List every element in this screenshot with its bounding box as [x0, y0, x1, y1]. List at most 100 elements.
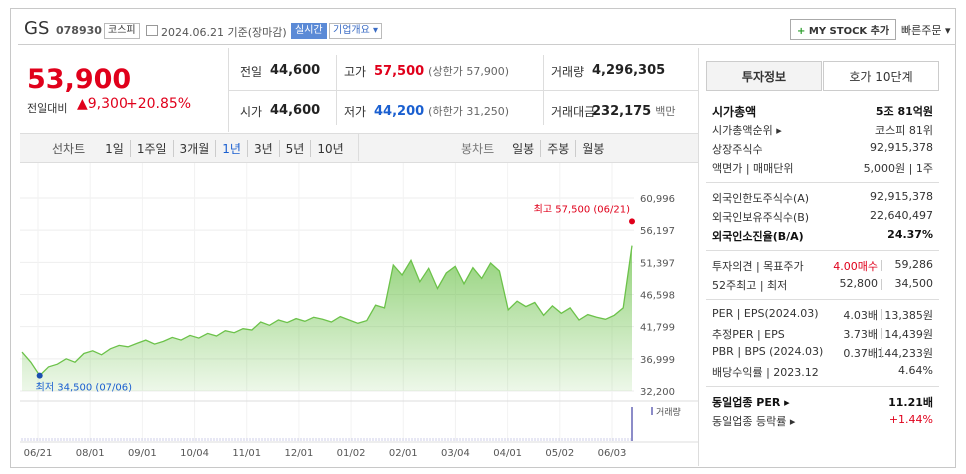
info-label: 배당수익률 | 2023.12 — [712, 366, 819, 379]
volume-legend-key — [651, 407, 653, 415]
info-value: 4.00매수 — [833, 260, 878, 273]
info-label: 시가총액 — [712, 105, 757, 119]
y-tick-label: 51,397 — [640, 258, 675, 269]
x-tick-label: 02/01 — [389, 448, 418, 459]
info-label: 외국인소진율(B/A) — [712, 230, 804, 243]
quote-label: 시가 — [240, 105, 263, 119]
info-value: 코스피 81위 — [875, 124, 933, 137]
x-tick-label: 06/21 — [24, 448, 53, 459]
info-value2: 144,233원 — [877, 347, 933, 360]
x-tick-label: 10/04 — [180, 448, 209, 459]
change: ▲9,300 — [77, 96, 128, 112]
quote-line — [228, 48, 229, 132]
price: 53,900 — [27, 64, 132, 95]
y-tick-label: 32,200 — [640, 387, 675, 398]
section-line — [706, 299, 939, 300]
high-dot — [629, 218, 635, 225]
info-label: 액면가 | 매매단위 — [712, 162, 794, 175]
toolbar — [20, 133, 698, 163]
quote-value: 57,500 (상한가 57,900) — [374, 64, 510, 79]
low-dot — [36, 372, 43, 379]
quote-line — [228, 90, 698, 91]
section-line — [706, 250, 939, 251]
chart: 32,200 36,999 41,799 46,598 51,397 56,197 60,9… — [20, 163, 698, 459]
info-label: 상장주식수 — [712, 143, 763, 156]
quote-extra: (하한가 31,250) — [428, 105, 510, 118]
toolbar-left: 선차트 1일 1주일 3개월 1년 3년 5년 10년 — [52, 140, 350, 157]
value-sep — [881, 279, 882, 290]
info-label: 동일업종 등락률 ▸ — [712, 415, 796, 428]
x-tick-label: 06/03 — [598, 448, 627, 459]
mystock-button[interactable]: + MY STOCK 추가 — [790, 19, 897, 40]
y-tick-label: 41,799 — [640, 323, 675, 334]
x-tick-label: 04/01 — [493, 448, 522, 459]
period-button[interactable]: 3개월 — [172, 140, 216, 157]
quote-label: 전일 — [240, 65, 263, 79]
period-button[interactable]: 1주일 — [129, 140, 173, 157]
candle-button[interactable]: 주봉 — [540, 140, 575, 157]
y-tick-label: 46,598 — [640, 291, 675, 302]
info-value: 3.73배 — [843, 328, 878, 341]
info-label: PBR | BPS (2024.03) — [712, 345, 824, 358]
info-value: 52,800 — [839, 277, 879, 290]
info-label: 동일업종 PER ▸ — [712, 396, 790, 409]
toolbar-sep — [358, 133, 359, 161]
date: 2024.06.21 기준(장마감) — [161, 26, 287, 39]
section-line — [706, 182, 939, 183]
info-value: 22,640,497 — [870, 209, 933, 222]
period-button[interactable]: 10년 — [310, 140, 349, 157]
x-tick-label: 09/01 — [128, 448, 157, 459]
info-label: 투자의견 | 목표주가 — [712, 260, 804, 273]
toolbar-label: 선차트 — [52, 142, 86, 156]
toolbar-label: 봉차트 — [461, 142, 495, 156]
info-value: 92,915,378 — [870, 141, 933, 154]
info-label: 외국인보유주식수(B) — [712, 211, 810, 224]
info-value: 24.37% — [887, 228, 933, 241]
quote-value: 44,600 — [270, 103, 321, 118]
candle-button[interactable]: 월봉 — [575, 140, 610, 157]
quote-label: 고가 — [344, 65, 367, 79]
y-tick-label: 56,197 — [640, 226, 675, 237]
info-value: 0.37배 — [843, 347, 878, 360]
period-button[interactable]: 1일 — [105, 142, 124, 156]
info-value: +1.44% — [888, 413, 933, 426]
company-badge[interactable]: 기업개요 ▾ — [329, 23, 383, 39]
info-value: 4.03배 — [843, 309, 878, 322]
period-button[interactable]: 5년 — [278, 140, 311, 157]
info-value2: 14,439원 — [884, 328, 933, 341]
info-value: 92,915,378 — [870, 190, 933, 203]
x-tick-label: 01/02 — [337, 448, 366, 459]
quick-order-text: 빠른주문 — [901, 24, 942, 37]
quote-line — [543, 55, 544, 125]
info-label: 외국인한도주식수(A) — [712, 192, 810, 205]
quote-label: 거래대금 — [551, 105, 596, 119]
quick-order[interactable]: 빠른주문 ▾ — [901, 24, 951, 37]
info-label: PER | EPS(2024.03) — [712, 307, 819, 320]
panel-tab[interactable]: 투자정보 — [706, 61, 822, 91]
price-line — [21, 245, 633, 377]
value-sep — [881, 347, 882, 358]
value-sep — [881, 328, 882, 339]
panel-divider — [698, 48, 699, 466]
value-sep — [881, 260, 882, 271]
mystock-text: MY STOCK 추가 — [808, 26, 890, 37]
quote-label: 거래량 — [551, 65, 585, 79]
period-button[interactable]: 1년 — [215, 140, 247, 157]
header-line — [18, 44, 956, 45]
info-label: 추정PER | EPS — [712, 328, 785, 341]
quote-label: 저가 — [344, 105, 367, 119]
frame — [10, 8, 956, 468]
x-tick-label: 12/01 — [284, 448, 313, 459]
panel-tab[interactable]: 호가 10단계 — [823, 61, 939, 91]
realtime-badge[interactable]: 실시간 — [291, 23, 327, 39]
period-button[interactable]: 3년 — [246, 140, 279, 157]
stock-name: GS — [24, 18, 50, 39]
quote-value: 232,175 백만 — [592, 104, 676, 119]
candle-button[interactable]: 일봉 — [512, 142, 535, 156]
section-line — [706, 386, 939, 387]
company-text: 기업개요 — [333, 25, 370, 36]
quote-line — [336, 55, 337, 125]
quote-value: 44,600 — [270, 63, 321, 78]
x-tick-label: 11/01 — [232, 448, 261, 459]
